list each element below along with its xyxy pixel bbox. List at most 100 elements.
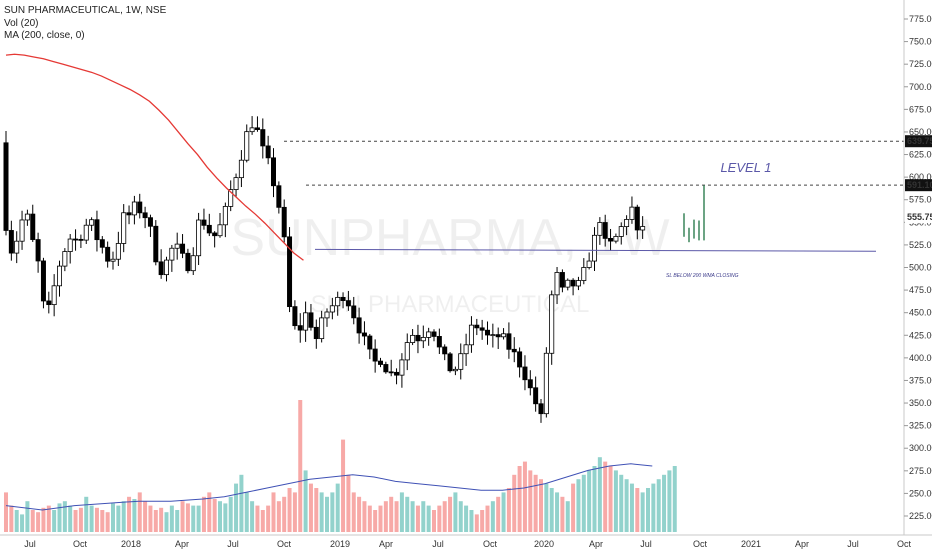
volume-bar [442, 501, 447, 532]
candle-body [463, 344, 469, 355]
candle-body [30, 213, 36, 240]
volume-bar [73, 510, 78, 532]
time-tick-label: Apr [175, 539, 189, 549]
volume-bar [512, 474, 517, 532]
candle-body [592, 234, 598, 262]
candle-body [110, 258, 116, 262]
volume-bar [592, 466, 597, 532]
volume-bar [469, 510, 474, 532]
volume-bar [36, 512, 41, 532]
legend-ma[interactable]: MA (200, close, 0) [4, 30, 85, 41]
volume-bar [426, 505, 431, 532]
price-tick-label: 500.00 [909, 263, 932, 273]
trendline[interactable] [314, 248, 877, 252]
candle-body [624, 219, 630, 228]
volume-bar [325, 496, 329, 532]
volume-bar [533, 474, 538, 532]
time-axis[interactable]: Jul Oct 2018 Apr Jul Oct 2019 Apr Jul Oct 2020 Apr J… [24, 539, 911, 549]
candle-body [105, 246, 111, 262]
price-tick-label: 675.00 [909, 104, 932, 114]
volume-bar [244, 492, 249, 532]
sl-note: SL BELOW 200 WMA CLOSING [666, 273, 739, 279]
candle-body [115, 243, 121, 260]
candle-body [265, 145, 271, 159]
candle-body [570, 279, 576, 287]
volume-bar [185, 503, 190, 532]
candle-body [99, 239, 105, 248]
price-axis[interactable]: 775.00 750.00 725.00 700.00 675.00 650.00 625.… [904, 14, 932, 521]
candle-body [361, 332, 367, 337]
time-tick-label: 2020 [534, 539, 554, 549]
price-tick-label: 625.00 [909, 150, 932, 160]
volume-bar [453, 492, 458, 532]
volume-bar [282, 496, 287, 532]
candle-body [549, 294, 555, 354]
price-badge-bg [905, 179, 932, 192]
candle-body [404, 342, 410, 361]
candle-body [377, 360, 383, 365]
candle-body [618, 226, 624, 237]
legend-volume[interactable]: Vol (20) [4, 17, 39, 29]
candle-body [308, 312, 314, 328]
volume-bar [549, 488, 554, 532]
time-tick-label: Apr [795, 539, 809, 549]
volume-bar [127, 496, 132, 532]
volume-bar [464, 505, 469, 532]
volume-bar [560, 496, 565, 532]
price-badge: 591.10 [907, 180, 932, 190]
candle-body [324, 311, 330, 319]
candle-body [474, 324, 480, 329]
volume-bar [266, 505, 271, 532]
candle-body [233, 177, 239, 190]
candle-body [57, 265, 63, 287]
volume-bar [346, 474, 351, 532]
volume-bar [522, 461, 527, 532]
price-badge: 555.75 [907, 212, 932, 222]
volume-bar [111, 503, 115, 532]
time-tick-label: Jul [24, 539, 36, 549]
volume-bar [341, 439, 346, 532]
volume-bar [250, 501, 255, 532]
time-tick-label: Jul [640, 539, 652, 549]
volume-bar [196, 505, 201, 532]
candle-body [169, 247, 175, 261]
price-tick-label: 450.00 [909, 308, 932, 318]
candle-body [147, 217, 153, 227]
candle-body [335, 296, 341, 307]
candle-body [319, 317, 325, 340]
candle-body [142, 212, 148, 219]
candle-body [254, 127, 260, 130]
candle-body [522, 366, 528, 381]
candle-body [394, 371, 400, 376]
candle-body [238, 159, 244, 179]
candle-body [121, 212, 127, 244]
volume-bar [52, 510, 57, 532]
volume-bar [651, 483, 656, 532]
price-tick-label: 275.00 [909, 466, 932, 476]
volume-bar [383, 501, 388, 532]
volume-bar [25, 501, 30, 532]
volume-bar [180, 501, 185, 532]
volume-bar [212, 499, 217, 532]
volume-bar [287, 488, 292, 532]
time-tick-label: Oct [897, 539, 912, 549]
volume-bar [480, 510, 485, 532]
volume-bar [308, 483, 313, 532]
volume-bar [597, 457, 602, 532]
candle-body [62, 251, 68, 267]
volume-bar [255, 505, 260, 532]
legend-symbol[interactable]: SUN PHARMACEUTICAL, 1W, NSE [4, 5, 167, 16]
price-badge: 639.75 [907, 136, 932, 146]
volume-bar [319, 492, 324, 532]
candle-body [131, 201, 137, 216]
candle-body [447, 353, 453, 372]
volume-bar [399, 492, 404, 532]
candle-body [287, 236, 293, 308]
volume-bar [121, 501, 126, 532]
candle-body [329, 305, 335, 313]
candle-body [297, 325, 303, 331]
candle-body [137, 201, 143, 214]
volume-bar [159, 507, 164, 532]
